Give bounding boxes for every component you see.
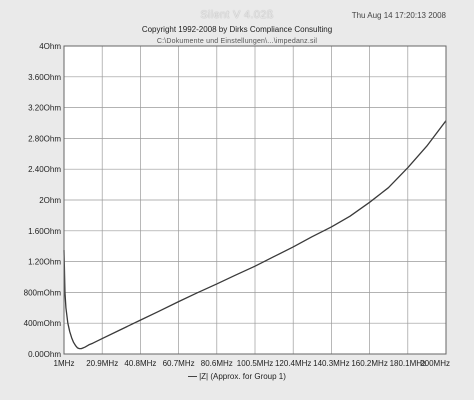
series-line-impedance	[63, 120, 447, 350]
y-tick-label: 2Ohm	[39, 196, 61, 205]
x-tick-label: 40.8MHz	[124, 359, 156, 368]
legend-swatch	[188, 376, 198, 378]
x-tick-label: 100.5MHz	[237, 359, 273, 368]
x-tick-label: 20.9MHz	[86, 359, 118, 368]
app-title: Silent V 4.02ß	[200, 9, 274, 21]
copyright-notice: Copyright 1992-2008 by Dirks Compliance …	[141, 25, 333, 34]
y-tick-label: 400mOhm	[24, 319, 62, 328]
x-tick-label: 80.6MHz	[201, 359, 233, 368]
timestamp: Thu Aug 14 17:20:13 2008	[351, 11, 446, 20]
plot-border	[63, 45, 447, 355]
y-tick-label: 1.60Ohm	[28, 227, 61, 236]
x-tick-label: 160.2MHz	[351, 359, 387, 368]
x-tick-label: 180.1MHz	[390, 359, 426, 368]
legend: |Z| (Approx. for Group 1)	[0, 372, 474, 381]
legend-label: |Z| (Approx. for Group 1)	[199, 372, 286, 381]
file-path: C:\Dokumente und Einstellungen\...\imped…	[156, 38, 318, 45]
y-axis-ticks: 0.00Ohm 400mOhm 800mOhm 1.20Ohm 1.60Ohm 2Ohm 2…	[24, 42, 62, 359]
x-tick-label: 60.7MHz	[163, 359, 195, 368]
x-axis-ticks: 1MHz 20.9MHz 40.8MHz 60.7MHz 80.6MHz 100.5MHz…	[54, 359, 450, 368]
y-tick-label: 2.80Ohm	[28, 134, 61, 143]
series-layer	[63, 120, 447, 350]
y-tick-label: 0.00Ohm	[28, 350, 61, 359]
y-tick-label: 3.20Ohm	[28, 104, 61, 113]
x-tick-label: 1MHz	[54, 359, 75, 368]
y-tick-label: 2.40Ohm	[28, 165, 61, 174]
y-tick-label: 4Ohm	[39, 42, 61, 51]
y-tick-label: 800mOhm	[24, 288, 62, 297]
x-tick-label: 140.3MHz	[313, 359, 349, 368]
y-tick-label: 3.60Ohm	[28, 73, 61, 82]
x-tick-label: 120.4MHz	[275, 359, 311, 368]
y-tick-label: 1.20Ohm	[28, 258, 61, 267]
x-tick-label: 200MHz	[420, 359, 450, 368]
